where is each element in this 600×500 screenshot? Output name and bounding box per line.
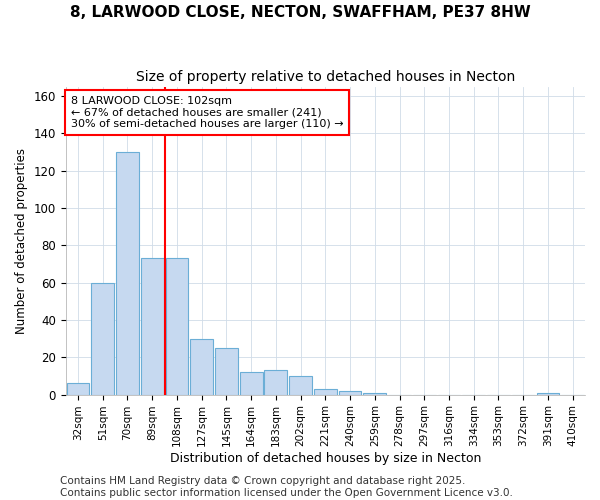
Bar [314,389,337,394]
Bar [141,258,164,394]
Bar [166,258,188,394]
Bar [190,338,213,394]
Bar [116,152,139,394]
Bar [215,348,238,395]
Bar [240,372,263,394]
Bar [364,392,386,394]
Title: Size of property relative to detached houses in Necton: Size of property relative to detached ho… [136,70,515,84]
Bar [265,370,287,394]
Text: Contains HM Land Registry data © Crown copyright and database right 2025.
Contai: Contains HM Land Registry data © Crown c… [60,476,513,498]
Text: 8, LARWOOD CLOSE, NECTON, SWAFFHAM, PE37 8HW: 8, LARWOOD CLOSE, NECTON, SWAFFHAM, PE37… [70,5,530,20]
Y-axis label: Number of detached properties: Number of detached properties [15,148,28,334]
Bar [91,282,114,395]
Bar [338,391,361,394]
Bar [67,384,89,394]
Bar [289,376,312,394]
Text: 8 LARWOOD CLOSE: 102sqm
← 67% of detached houses are smaller (241)
30% of semi-d: 8 LARWOOD CLOSE: 102sqm ← 67% of detache… [71,96,343,129]
Bar [536,392,559,394]
X-axis label: Distribution of detached houses by size in Necton: Distribution of detached houses by size … [170,452,481,465]
